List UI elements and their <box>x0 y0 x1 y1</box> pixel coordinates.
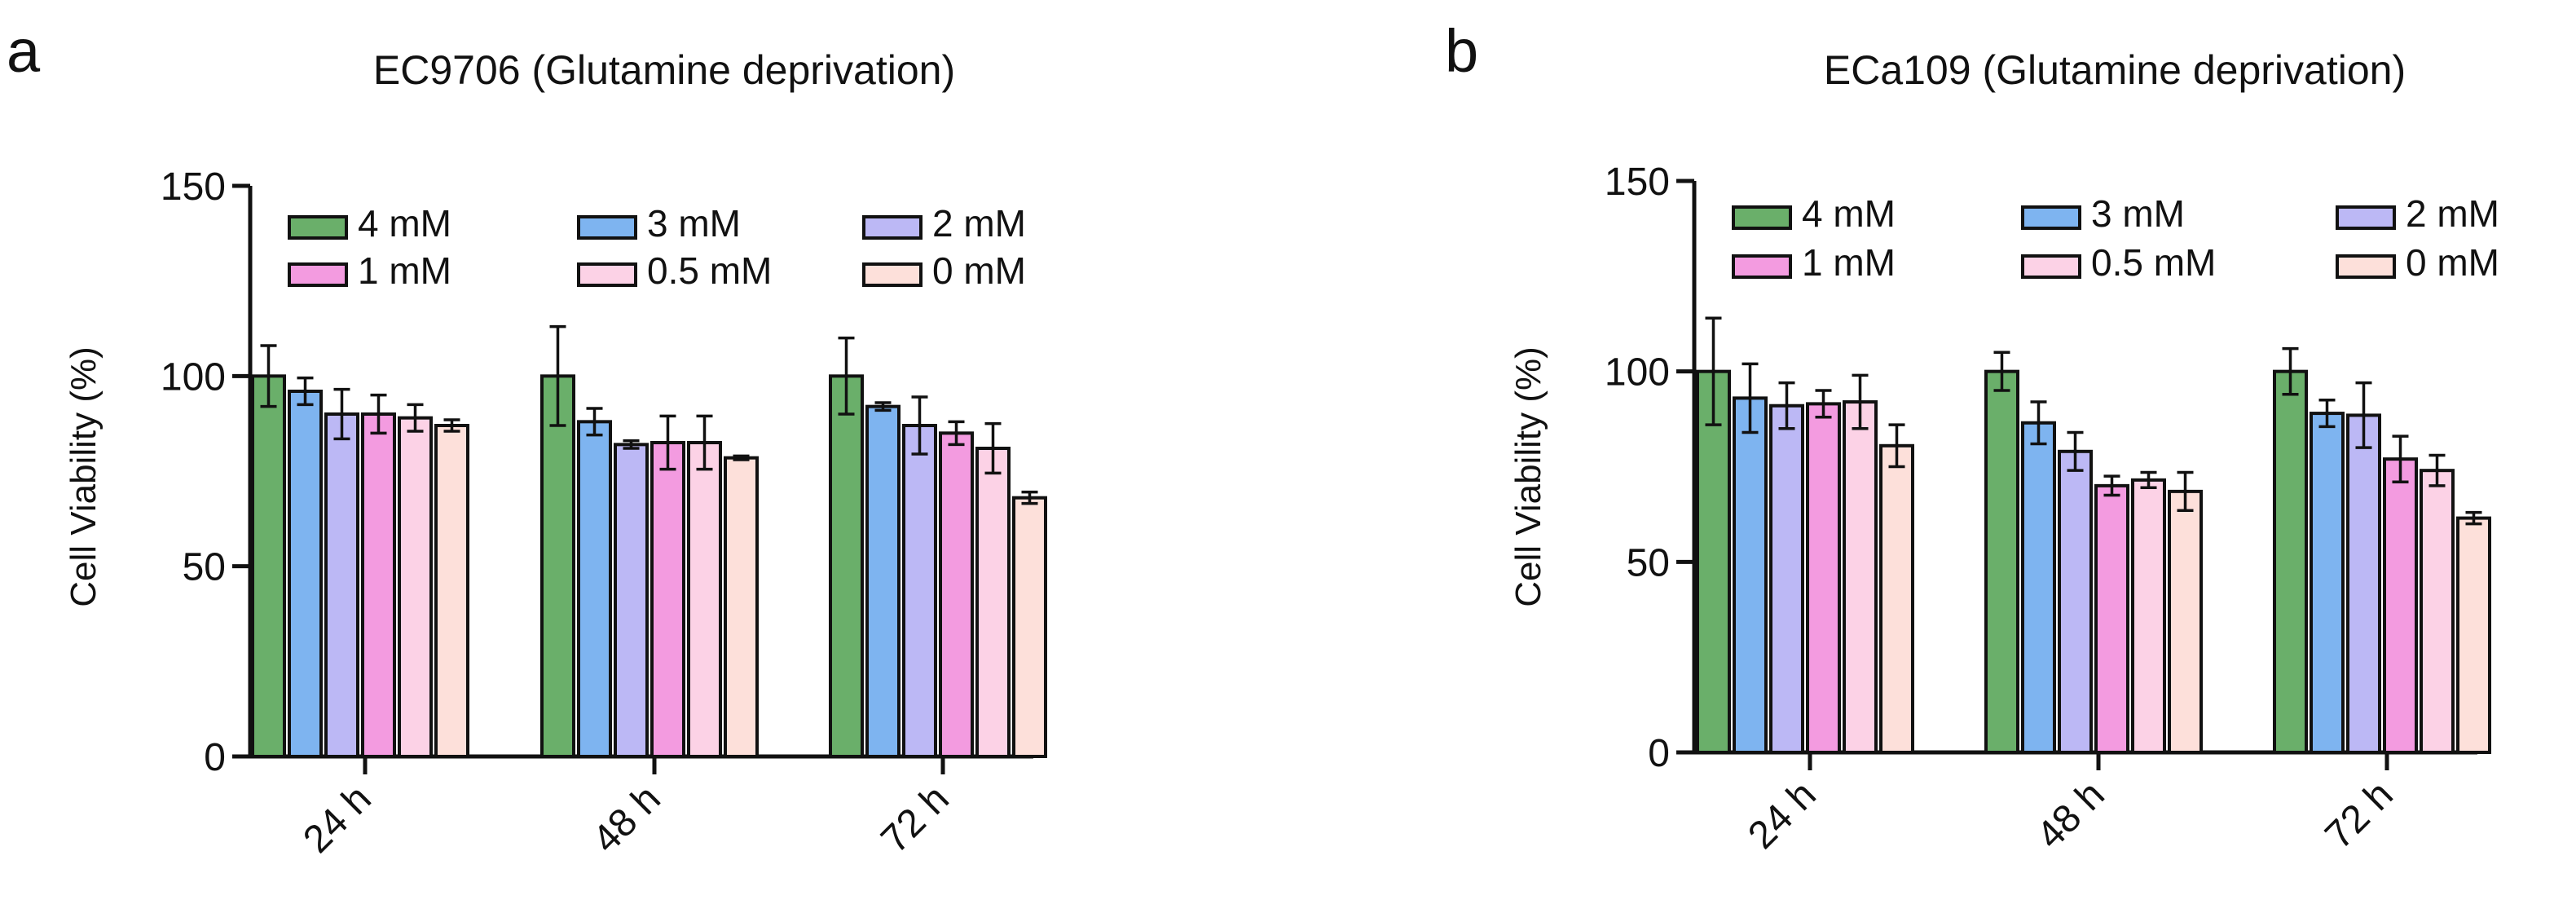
bar <box>902 424 937 758</box>
bar <box>865 404 900 758</box>
bar <box>1769 403 1804 754</box>
legend-label: 0 mM <box>932 249 1026 292</box>
legend-label: 0 mM <box>2406 241 2499 284</box>
y-tick-label: 50 <box>183 546 226 589</box>
bar <box>1733 396 1768 754</box>
x-tick-label: 48 h <box>2028 773 2113 858</box>
bar <box>540 374 575 758</box>
bar <box>650 441 685 758</box>
bar <box>361 412 396 758</box>
y-tick-label: 0 <box>204 736 226 779</box>
panel-letter: a <box>7 17 41 85</box>
x-tick-label: 24 h <box>295 777 380 862</box>
legend-swatch <box>862 262 923 287</box>
x-tick-label: 48 h <box>584 777 669 862</box>
bar <box>2273 369 2308 754</box>
bar <box>2310 412 2345 754</box>
y-tick-label: 150 <box>161 165 226 209</box>
bar <box>724 456 759 759</box>
bar <box>1806 402 1841 754</box>
legend-swatch <box>1732 205 1792 230</box>
legend-label: 2 mM <box>2406 192 2499 235</box>
bar <box>324 412 359 758</box>
legend-swatch <box>577 262 637 287</box>
bar <box>434 424 469 758</box>
plot-area: 0 50 100 150 24 h 48 h 72 h 4 mM 3 mM 2 mM 1 mM 0.5… <box>1605 161 2499 858</box>
bar <box>2021 421 2056 754</box>
bar <box>2346 413 2381 754</box>
legend-label: 4 mM <box>1802 192 1896 235</box>
legend-swatch <box>1732 254 1792 279</box>
bar <box>2383 457 2418 754</box>
legend-swatch <box>288 215 348 240</box>
legend-swatch <box>288 262 348 287</box>
bar <box>614 443 649 758</box>
bar <box>2058 449 2093 754</box>
plot-area: 0 50 100 150 24 h 48 h 72 h 4 mM 3 mM 2 mM 1 mM 0.5… <box>161 165 1047 862</box>
legend-label: 3 mM <box>2091 192 2185 235</box>
bar <box>398 416 433 759</box>
bar <box>1843 400 1878 754</box>
panel-letter: b <box>1445 17 1478 85</box>
legend-label: 4 mM <box>358 202 451 245</box>
x-tick-label: 72 h <box>873 777 958 862</box>
bar <box>2168 489 2203 754</box>
legend-swatch <box>2021 205 2081 230</box>
panel-b: b ECa109 (Glutamine deprivation) Cell Vi… <box>1445 17 2499 858</box>
legend-label: 0.5 mM <box>2091 241 2216 284</box>
bar <box>288 390 323 758</box>
legend-label: 1 mM <box>358 249 451 292</box>
bar <box>939 431 974 758</box>
bar <box>2094 483 2129 754</box>
y-tick-label: 100 <box>1605 351 1670 395</box>
legend-label: 2 mM <box>932 202 1026 245</box>
bar <box>1984 369 2019 754</box>
bar <box>1696 369 1731 754</box>
chart-title: ECa109 (Glutamine deprivation) <box>1824 47 2406 93</box>
bar <box>1012 496 1047 759</box>
legend-label: 3 mM <box>647 202 741 245</box>
legend-label: 1 mM <box>1802 241 1896 284</box>
legend-swatch <box>862 215 923 240</box>
panel-a: a EC9706 (Glutamine deprivation) Cell Vi… <box>7 17 1047 862</box>
bar <box>2131 478 2166 755</box>
legend-swatch <box>2021 254 2081 279</box>
bar <box>687 441 722 758</box>
x-tick-label: 72 h <box>2317 773 2402 858</box>
bar <box>577 420 612 758</box>
y-axis-title: Cell Viability (%) <box>64 346 103 607</box>
legend-swatch <box>2336 254 2396 279</box>
bar <box>1879 443 1914 755</box>
y-tick-label: 150 <box>1605 161 1670 204</box>
y-tick-label: 50 <box>1627 541 1670 584</box>
legend-label: 0.5 mM <box>647 249 772 292</box>
bar <box>2420 469 2455 754</box>
chart-title: EC9706 (Glutamine deprivation) <box>373 47 955 93</box>
y-tick-label: 0 <box>1648 732 1670 775</box>
legend-swatch <box>577 215 637 240</box>
bar <box>2456 516 2491 755</box>
y-axis-title: Cell Viability (%) <box>1508 346 1548 607</box>
bar <box>251 374 286 758</box>
bar <box>975 447 1011 758</box>
y-tick-label: 100 <box>161 355 226 399</box>
x-tick-label: 24 h <box>1740 773 1825 858</box>
bar <box>829 374 864 758</box>
legend-swatch <box>2336 205 2396 230</box>
